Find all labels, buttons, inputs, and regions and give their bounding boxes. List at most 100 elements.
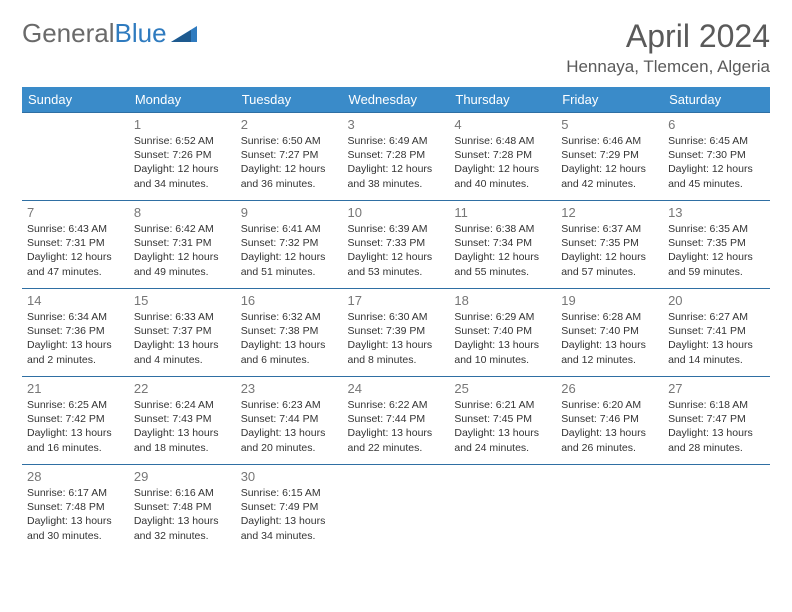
day-number: 9 bbox=[241, 205, 338, 220]
calendar-empty-cell bbox=[449, 465, 556, 553]
calendar-day-cell: 16 Sunrise: 6:32 AMSunset: 7:38 PMDayligh… bbox=[236, 289, 343, 377]
day-details: Sunrise: 6:15 AMSunset: 7:49 PMDaylight:… bbox=[241, 486, 338, 543]
calendar-day-cell: 10Sunrise: 6:39 AMSunset: 7:33 PMDayligh… bbox=[343, 201, 450, 289]
day-details: Sunrise: 6:45 AMSunset: 7:30 PMDaylight:… bbox=[668, 134, 765, 191]
calendar-day-cell: 5Sunrise: 6:46 AMSunset: 7:29 PMDaylight… bbox=[556, 113, 663, 201]
weekday-header: Monday bbox=[129, 87, 236, 113]
day-number: 15 bbox=[134, 293, 231, 308]
calendar-body: 1 Sunrise: 6:52 AMSunset: 7:26 PMDaylight… bbox=[22, 113, 770, 553]
calendar-day-cell: 20 Sunrise: 6:27 AMSunset: 7:41 PMDayligh… bbox=[663, 289, 770, 377]
logo: GeneralBlue bbox=[22, 18, 197, 49]
calendar-day-cell: 8 Sunrise: 6:42 AMSunset: 7:31 PMDaylight… bbox=[129, 201, 236, 289]
calendar-empty-cell bbox=[556, 465, 663, 553]
day-number: 27 bbox=[668, 381, 765, 396]
day-details: Sunrise: 6:30 AMSunset: 7:39 PMDaylight:… bbox=[348, 310, 445, 367]
page-header: GeneralBlue April 2024 Hennaya, Tlemcen,… bbox=[22, 18, 770, 77]
calendar-day-cell: 12 Sunrise: 6:37 AMSunset: 7:35 PMDayligh… bbox=[556, 201, 663, 289]
calendar-day-cell: 9 Sunrise: 6:41 AMSunset: 7:32 PMDaylight… bbox=[236, 201, 343, 289]
day-number: 26 bbox=[561, 381, 658, 396]
calendar-day-cell: 2 Sunrise: 6:50 AMSunset: 7:27 PMDaylight… bbox=[236, 113, 343, 201]
day-details: Sunrise: 6:43 AMSunset: 7:31 PMDaylight:… bbox=[27, 222, 124, 279]
calendar-week-row: 14 Sunrise: 6:34 AMSunset: 7:36 PMDayligh… bbox=[22, 289, 770, 377]
weekday-header: Tuesday bbox=[236, 87, 343, 113]
calendar-week-row: 21Sunrise: 6:25 AMSunset: 7:42 PMDayligh… bbox=[22, 377, 770, 465]
calendar-day-cell: 27 Sunrise: 6:18 AMSunset: 7:47 PMDayligh… bbox=[663, 377, 770, 465]
weekday-header: Friday bbox=[556, 87, 663, 113]
calendar-day-cell: 18 Sunrise: 6:29 AMSunset: 7:40 PMDayligh… bbox=[449, 289, 556, 377]
calendar-header-row: SundayMondayTuesdayWednesdayThursdayFrid… bbox=[22, 87, 770, 113]
calendar-week-row: 28 Sunrise: 6:17 AMSunset: 7:48 PMDayligh… bbox=[22, 465, 770, 553]
day-number: 16 bbox=[241, 293, 338, 308]
day-details: Sunrise: 6:22 AMSunset: 7:44 PMDaylight:… bbox=[348, 398, 445, 455]
calendar-day-cell: 21Sunrise: 6:25 AMSunset: 7:42 PMDayligh… bbox=[22, 377, 129, 465]
calendar-day-cell: 19Sunrise: 6:28 AMSunset: 7:40 PMDayligh… bbox=[556, 289, 663, 377]
calendar-day-cell: 23 Sunrise: 6:23 AMSunset: 7:44 PMDayligh… bbox=[236, 377, 343, 465]
day-details: Sunrise: 6:46 AMSunset: 7:29 PMDaylight:… bbox=[561, 134, 658, 191]
calendar-day-cell: 1 Sunrise: 6:52 AMSunset: 7:26 PMDaylight… bbox=[129, 113, 236, 201]
title-block: April 2024 Hennaya, Tlemcen, Algeria bbox=[566, 18, 770, 77]
day-details: Sunrise: 6:16 AMSunset: 7:48 PMDaylight:… bbox=[134, 486, 231, 543]
weekday-header: Sunday bbox=[22, 87, 129, 113]
day-number: 12 bbox=[561, 205, 658, 220]
day-details: Sunrise: 6:35 AMSunset: 7:35 PMDaylight:… bbox=[668, 222, 765, 279]
day-number: 24 bbox=[348, 381, 445, 396]
calendar-day-cell: 6 Sunrise: 6:45 AMSunset: 7:30 PMDaylight… bbox=[663, 113, 770, 201]
day-details: Sunrise: 6:20 AMSunset: 7:46 PMDaylight:… bbox=[561, 398, 658, 455]
weekday-header: Saturday bbox=[663, 87, 770, 113]
day-details: Sunrise: 6:27 AMSunset: 7:41 PMDaylight:… bbox=[668, 310, 765, 367]
calendar-day-cell: 28 Sunrise: 6:17 AMSunset: 7:48 PMDayligh… bbox=[22, 465, 129, 553]
day-details: Sunrise: 6:29 AMSunset: 7:40 PMDaylight:… bbox=[454, 310, 551, 367]
calendar-day-cell: 4 Sunrise: 6:48 AMSunset: 7:28 PMDaylight… bbox=[449, 113, 556, 201]
day-details: Sunrise: 6:34 AMSunset: 7:36 PMDaylight:… bbox=[27, 310, 124, 367]
day-details: Sunrise: 6:37 AMSunset: 7:35 PMDaylight:… bbox=[561, 222, 658, 279]
day-details: Sunrise: 6:23 AMSunset: 7:44 PMDaylight:… bbox=[241, 398, 338, 455]
day-details: Sunrise: 6:24 AMSunset: 7:43 PMDaylight:… bbox=[134, 398, 231, 455]
day-number: 28 bbox=[27, 469, 124, 484]
day-number: 14 bbox=[27, 293, 124, 308]
day-details: Sunrise: 6:33 AMSunset: 7:37 PMDaylight:… bbox=[134, 310, 231, 367]
calendar-day-cell: 14 Sunrise: 6:34 AMSunset: 7:36 PMDayligh… bbox=[22, 289, 129, 377]
day-number: 3 bbox=[348, 117, 445, 132]
calendar-day-cell: 17 Sunrise: 6:30 AMSunset: 7:39 PMDayligh… bbox=[343, 289, 450, 377]
day-details: Sunrise: 6:32 AMSunset: 7:38 PMDaylight:… bbox=[241, 310, 338, 367]
day-number: 25 bbox=[454, 381, 551, 396]
day-details: Sunrise: 6:17 AMSunset: 7:48 PMDaylight:… bbox=[27, 486, 124, 543]
day-number: 23 bbox=[241, 381, 338, 396]
calendar-week-row: 1 Sunrise: 6:52 AMSunset: 7:26 PMDaylight… bbox=[22, 113, 770, 201]
location-text: Hennaya, Tlemcen, Algeria bbox=[566, 57, 770, 77]
weekday-header: Wednesday bbox=[343, 87, 450, 113]
day-number: 8 bbox=[134, 205, 231, 220]
day-number: 30 bbox=[241, 469, 338, 484]
calendar-day-cell: 11Sunrise: 6:38 AMSunset: 7:34 PMDayligh… bbox=[449, 201, 556, 289]
day-number: 4 bbox=[454, 117, 551, 132]
calendar-day-cell: 26 Sunrise: 6:20 AMSunset: 7:46 PMDayligh… bbox=[556, 377, 663, 465]
calendar-day-cell: 3 Sunrise: 6:49 AMSunset: 7:28 PMDaylight… bbox=[343, 113, 450, 201]
calendar-empty-cell bbox=[343, 465, 450, 553]
logo-text-2: Blue bbox=[115, 18, 167, 49]
logo-triangle-icon bbox=[171, 18, 197, 49]
day-details: Sunrise: 6:42 AMSunset: 7:31 PMDaylight:… bbox=[134, 222, 231, 279]
calendar-week-row: 7 Sunrise: 6:43 AMSunset: 7:31 PMDaylight… bbox=[22, 201, 770, 289]
day-number: 13 bbox=[668, 205, 765, 220]
day-number: 2 bbox=[241, 117, 338, 132]
day-details: Sunrise: 6:25 AMSunset: 7:42 PMDaylight:… bbox=[27, 398, 124, 455]
day-number: 10 bbox=[348, 205, 445, 220]
calendar-day-cell: 22 Sunrise: 6:24 AMSunset: 7:43 PMDayligh… bbox=[129, 377, 236, 465]
day-number: 20 bbox=[668, 293, 765, 308]
day-details: Sunrise: 6:50 AMSunset: 7:27 PMDaylight:… bbox=[241, 134, 338, 191]
day-details: Sunrise: 6:52 AMSunset: 7:26 PMDaylight:… bbox=[134, 134, 231, 191]
day-number: 17 bbox=[348, 293, 445, 308]
day-number: 6 bbox=[668, 117, 765, 132]
day-number: 1 bbox=[134, 117, 231, 132]
day-number: 22 bbox=[134, 381, 231, 396]
day-number: 29 bbox=[134, 469, 231, 484]
day-number: 18 bbox=[454, 293, 551, 308]
calendar-day-cell: 24 Sunrise: 6:22 AMSunset: 7:44 PMDayligh… bbox=[343, 377, 450, 465]
calendar-day-cell: 13 Sunrise: 6:35 AMSunset: 7:35 PMDayligh… bbox=[663, 201, 770, 289]
day-details: Sunrise: 6:18 AMSunset: 7:47 PMDaylight:… bbox=[668, 398, 765, 455]
day-details: Sunrise: 6:48 AMSunset: 7:28 PMDaylight:… bbox=[454, 134, 551, 191]
day-details: Sunrise: 6:49 AMSunset: 7:28 PMDaylight:… bbox=[348, 134, 445, 191]
day-details: Sunrise: 6:41 AMSunset: 7:32 PMDaylight:… bbox=[241, 222, 338, 279]
day-number: 7 bbox=[27, 205, 124, 220]
calendar-empty-cell bbox=[22, 113, 129, 201]
